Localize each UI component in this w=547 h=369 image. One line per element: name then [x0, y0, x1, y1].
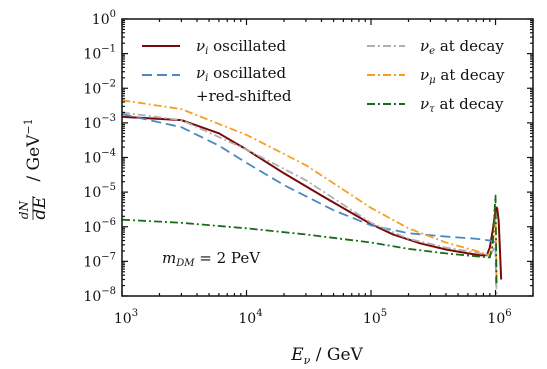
- x-tick-label-0: 103: [114, 308, 138, 327]
- legend-item-nu-i-oscillated: νi oscillated: [142, 37, 286, 57]
- legend-item-nu-e: νe at decay: [367, 37, 504, 57]
- y-tick-label-1: 10−1: [83, 44, 116, 63]
- series-line-3: [122, 99, 498, 286]
- series-layer: [122, 99, 503, 296]
- series-line-0: [122, 115, 503, 280]
- y-tick-label-4: 10−4: [83, 148, 116, 167]
- svg-text:νe at decay: νe at decay: [420, 37, 504, 57]
- legend-item-nu-tau: ντ at decay: [367, 95, 504, 115]
- svg-text:/ GeV−1: / GeV−1: [22, 118, 44, 181]
- svg-text:dE: dE: [30, 196, 50, 220]
- y-tick-label-7: 10−7: [83, 251, 116, 270]
- legend-item-nu-mu: νμ at decay: [367, 66, 505, 86]
- legend-item-nu-i-redshifted: νi oscillated +red-shifted: [142, 64, 292, 105]
- y-tick-label-2: 10−2: [83, 78, 116, 97]
- x-tick-label-2: 105: [363, 308, 387, 327]
- y-tick-label-8: 10−8: [83, 286, 116, 305]
- y-tick-label-5: 10−5: [83, 182, 116, 201]
- x-tick-label-1: 104: [238, 308, 262, 327]
- svg-text:ντ at decay: ντ at decay: [420, 95, 504, 115]
- svg-text:mDM = 2 PeV: mDM = 2 PeV: [162, 249, 261, 269]
- svg-text:Eν / GeV: Eν / GeV: [290, 345, 363, 367]
- svg-text:νi oscillated: νi oscillated: [196, 37, 286, 57]
- y-axis-label: dN dE / GeV−1: [17, 118, 50, 220]
- series-line-1: [122, 113, 497, 286]
- svg-text:νμ at decay: νμ at decay: [420, 66, 505, 86]
- y-tick-label-3: 10−3: [83, 113, 116, 132]
- svg-text:νi oscillated: νi oscillated: [196, 64, 286, 84]
- x-tick-label-3: 106: [487, 308, 511, 327]
- svg-text:+red-shifted: +red-shifted: [196, 87, 292, 105]
- y-tick-label-6: 10−6: [83, 217, 116, 236]
- y-tick-label-0: 100: [92, 9, 116, 28]
- ticks-layer: 103 104 105 106 100 10−1 10−2 10−3 10−4 10−5 10−6 1…: [83, 9, 534, 327]
- x-axis-label: Eν / GeV: [290, 345, 363, 367]
- svg-text:dN: dN: [17, 200, 31, 219]
- series-line-2: [122, 111, 498, 296]
- legend: νi oscillated νi oscillated +red-shifted…: [142, 37, 505, 115]
- dm-mass-annotation: mDM = 2 PeV: [162, 249, 261, 269]
- series-line-4: [122, 194, 498, 286]
